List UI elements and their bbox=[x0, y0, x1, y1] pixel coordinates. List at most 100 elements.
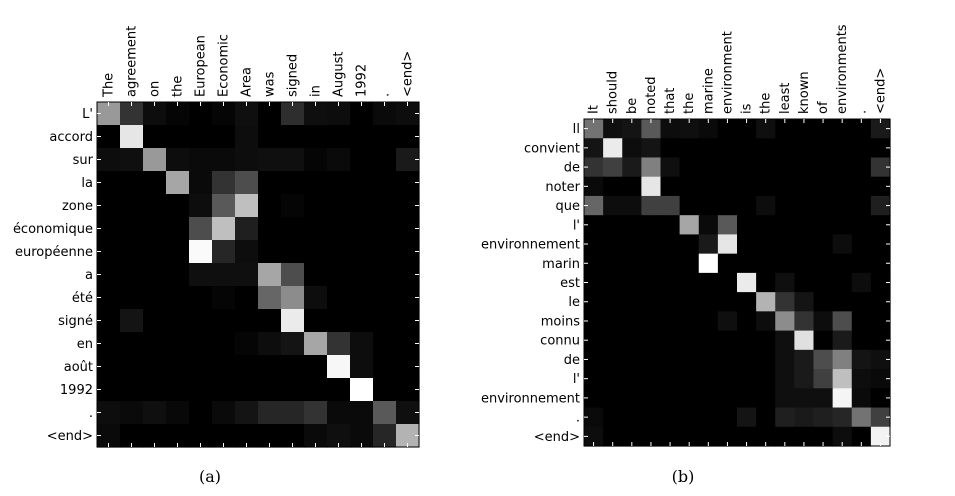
heatmap-b-xlabel: environment bbox=[720, 31, 735, 114]
heatmap-b-cell-r9-c10 bbox=[775, 292, 795, 312]
heatmap-a-cell-r14-c8 bbox=[281, 424, 305, 448]
heatmap-b-cell-r14-c7 bbox=[717, 388, 738, 409]
heatmap-a-cell-r10-c8 bbox=[281, 332, 305, 356]
heatmap-b-cell-r0-c5 bbox=[679, 119, 700, 139]
heatmap-b-cell-r8-c2 bbox=[622, 272, 642, 293]
heatmap-b-cell-r7-c15 bbox=[870, 253, 891, 274]
heatmap-b-xlabel: noted bbox=[644, 76, 659, 114]
heatmap-b-cell-r14-c0 bbox=[584, 388, 604, 409]
heatmap-b-cell-r12-c13 bbox=[832, 349, 853, 370]
heatmap-a-cell-r13-c5 bbox=[212, 401, 236, 425]
heatmap-a-cell-r10-c10 bbox=[327, 332, 351, 356]
heatmap-b-cell-r16-c5 bbox=[679, 426, 700, 447]
heatmap-a-cell-r11-c8 bbox=[281, 355, 305, 379]
heatmap-b-cell-r4-c5 bbox=[679, 195, 700, 216]
heatmap-b-cell-r8-c12 bbox=[813, 272, 834, 293]
heatmap-a-cell-r1-c8 bbox=[281, 125, 305, 149]
heatmap-b-cell-r13-c9 bbox=[756, 369, 776, 389]
heatmap-a-cell-r0-c11 bbox=[350, 102, 374, 126]
heatmap-b-cell-r8-c5 bbox=[679, 272, 700, 293]
heatmap-b-cell-r0-c8 bbox=[737, 119, 757, 139]
heatmap-b-xlabel: of bbox=[816, 101, 831, 114]
heatmap-b-cell-r5-c14 bbox=[851, 215, 872, 236]
heatmap-b-cell-r2-c8 bbox=[737, 157, 757, 178]
heatmap-b-cell-r2-c15 bbox=[870, 157, 891, 178]
heatmap-b-cell-r2-c12 bbox=[813, 157, 834, 178]
heatmap-b-ylabel: . bbox=[576, 411, 580, 426]
heatmap-b-cell-r10-c4 bbox=[660, 311, 681, 332]
heatmap-a: The agreement on the European Economic Area was… bbox=[13, 26, 420, 486]
heatmap-b: It should be noted that the marine environment i… bbox=[481, 24, 891, 486]
heatmap-a-xlabel: Economic bbox=[217, 34, 232, 97]
heatmap-b-cell-r1-c7 bbox=[717, 138, 738, 159]
heatmap-a-cell-r2-c5 bbox=[212, 148, 236, 172]
heatmap-a-cell-r14-c3 bbox=[166, 424, 190, 448]
heatmap-a-cell-r14-c0 bbox=[97, 424, 121, 448]
heatmap-b-ylabel: l' bbox=[573, 218, 580, 233]
heatmap-a-cell-r0-c8 bbox=[281, 102, 305, 126]
heatmap-a-cell-r10-c7 bbox=[258, 332, 282, 356]
heatmap-a-cell-r0-c6 bbox=[235, 102, 259, 126]
heatmap-b-ylabel: noter bbox=[545, 180, 580, 195]
heatmap-b-cell-r13-c13 bbox=[832, 369, 853, 389]
heatmap-a-ylabel: <end> bbox=[47, 429, 93, 444]
heatmap-b-cell-r8-c15 bbox=[870, 272, 891, 293]
heatmap-b-cell-r8-c3 bbox=[641, 272, 662, 293]
heatmap-a-cell-r9-c5 bbox=[212, 309, 236, 333]
heatmap-b-cell-r5-c0 bbox=[584, 215, 604, 236]
heatmap-b-cell-r2-c0 bbox=[584, 157, 604, 178]
heatmap-b-cell-r12-c3 bbox=[641, 349, 662, 370]
heatmap-b-cell-r4-c2 bbox=[622, 195, 642, 216]
heatmap-a-cell-r11-c10 bbox=[327, 355, 351, 379]
heatmap-a-cell-r10-c1 bbox=[120, 332, 144, 356]
heatmap-b-cell-r16-c9 bbox=[756, 426, 776, 447]
heatmap-b-xlabel: that bbox=[663, 88, 678, 114]
heatmap-a-cell-r14-c11 bbox=[350, 424, 374, 448]
heatmap-a-cell-r3-c12 bbox=[373, 171, 397, 195]
heatmap-a-cell-r2-c9 bbox=[304, 148, 328, 172]
heatmap-b-cell-r13-c8 bbox=[737, 369, 757, 389]
heatmap-b-cell-r12-c6 bbox=[698, 349, 719, 370]
heatmap-a-cell-r9-c6 bbox=[235, 309, 259, 333]
heatmap-a-cell-r7-c5 bbox=[212, 263, 236, 287]
heatmap-b-cell-r12-c0 bbox=[584, 349, 604, 370]
heatmap-b-cell-r7-c9 bbox=[756, 253, 776, 274]
heatmap-b-cell-r16-c1 bbox=[603, 426, 623, 447]
heatmap-a-cell-r9-c13 bbox=[396, 309, 420, 333]
heatmap-b-cell-r3-c12 bbox=[813, 176, 834, 197]
heatmap-a-cell-r11-c12 bbox=[373, 355, 397, 379]
heatmap-b-cell-r5-c12 bbox=[813, 215, 834, 236]
heatmap-a-cell-r1-c2 bbox=[143, 125, 167, 149]
heatmap-b-cell-r10-c8 bbox=[737, 311, 757, 332]
heatmap-b-cell-r11-c3 bbox=[641, 330, 662, 351]
heatmap-a-cell-r2-c8 bbox=[281, 148, 305, 172]
heatmap-b-cell-r11-c1 bbox=[603, 330, 623, 351]
heatmap-b-cell-r8-c14 bbox=[851, 272, 872, 293]
heatmap-b-cell-r1-c13 bbox=[832, 138, 853, 159]
heatmap-a-cell-r12-c12 bbox=[373, 378, 397, 402]
heatmap-a-cell-r1-c11 bbox=[350, 125, 374, 149]
heatmap-b-cell-r4-c1 bbox=[603, 195, 623, 216]
heatmap-a-cell-r14-c6 bbox=[235, 424, 259, 448]
heatmap-b-cell-r3-c9 bbox=[756, 176, 776, 197]
heatmap-b-cell-r9-c7 bbox=[717, 292, 738, 312]
heatmap-b-ylabel: convient bbox=[524, 141, 580, 156]
heatmap-a-xlabel: the bbox=[171, 76, 186, 97]
heatmap-a-cell-r14-c4 bbox=[189, 424, 213, 448]
heatmap-b-cell-r2-c6 bbox=[698, 157, 719, 178]
heatmap-a-cell-r13-c12 bbox=[373, 401, 397, 425]
heatmap-b-cell-r15-c6 bbox=[698, 407, 719, 428]
heatmap-a-cell-r1-c3 bbox=[166, 125, 190, 149]
heatmap-b-cell-r0-c3 bbox=[641, 119, 662, 139]
heatmap-a-cell-r4-c8 bbox=[281, 194, 305, 218]
heatmap-a-cell-r0-c9 bbox=[304, 102, 328, 126]
heatmap-a-cell-r0-c13 bbox=[396, 102, 420, 126]
heatmap-a-cell-r10-c3 bbox=[166, 332, 190, 356]
heatmap-b-cell-r11-c14 bbox=[851, 330, 872, 351]
heatmap-a-ylabel: . bbox=[89, 406, 93, 421]
heatmap-a-cell-r12-c0 bbox=[97, 378, 121, 402]
heatmap-b-cell-r13-c6 bbox=[698, 369, 719, 389]
heatmap-a-cell-r4-c7 bbox=[258, 194, 282, 218]
heatmap-a-cell-r9-c7 bbox=[258, 309, 282, 333]
heatmap-a-cell-r3-c7 bbox=[258, 171, 282, 195]
